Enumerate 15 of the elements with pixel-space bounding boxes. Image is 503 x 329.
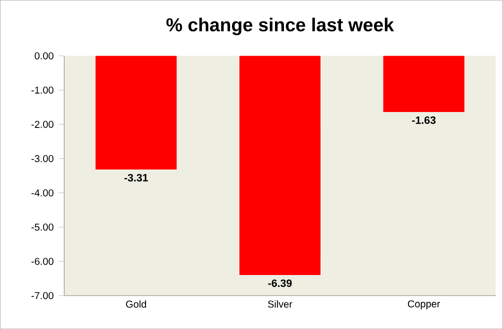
data-label: -1.63 [412,116,436,124]
y-tick-label: -4.00 [31,189,54,196]
y-tick-label: -3.00 [31,154,54,162]
y-tick-label: -2.00 [31,120,54,128]
x-tick-label: Copper [408,300,440,310]
data-label: -6.39 [268,279,292,287]
x-tick-label: Silver [268,300,292,308]
y-tick-label: -6.00 [31,258,54,265]
data-label: -3.31 [124,174,148,182]
chart-title: % change since last week [166,18,394,36]
y-tick-label: -5.00 [31,223,54,231]
x-tick-label: Gold [126,300,146,308]
y-tick-label: -7.00 [31,292,54,300]
y-tick-label: -1.00 [31,86,54,94]
y-tick-label: 0.00 [34,52,54,60]
